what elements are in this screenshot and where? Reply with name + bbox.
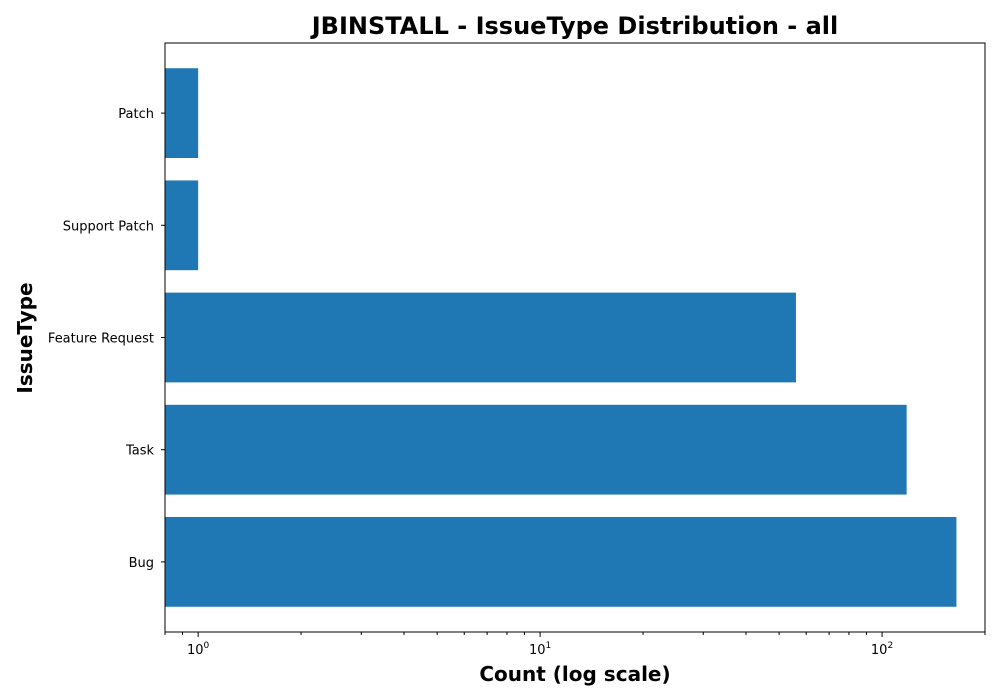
- chart-title: JBINSTALL - IssueType Distribution - all: [310, 12, 839, 40]
- x-tick-label: 102: [871, 641, 893, 658]
- bars: [165, 68, 957, 607]
- bar-feature-request: [165, 292, 796, 383]
- bar-support-patch: [165, 180, 199, 271]
- bar-bug: [165, 517, 957, 607]
- x-tick-label: 100: [187, 641, 210, 658]
- x-axis-ticks: 100 101 102: [164, 632, 986, 658]
- plot-area-frame: [164, 42, 986, 633]
- x-tick-label: 101: [529, 641, 551, 658]
- y-tick-label: Task: [125, 444, 155, 459]
- y-axis-ticks: Bug Task Feature Request Support Patch Patch: [48, 107, 165, 571]
- y-axis-label: IssueType: [13, 282, 37, 393]
- y-tick-label: Bug: [129, 556, 154, 571]
- y-tick-label: Support Patch: [63, 219, 154, 234]
- y-tick-label: Feature Request: [48, 332, 154, 347]
- bar-task: [165, 404, 907, 495]
- x-axis-label: Count (log scale): [479, 662, 670, 686]
- y-tick-label: Patch: [118, 107, 154, 122]
- bar-patch: [165, 68, 199, 158]
